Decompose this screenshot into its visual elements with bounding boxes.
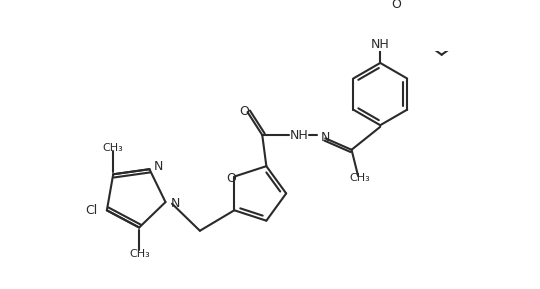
Text: CH₃: CH₃ — [103, 143, 124, 153]
Text: O: O — [226, 173, 236, 186]
Text: Cl: Cl — [85, 204, 97, 217]
Text: N: N — [153, 160, 163, 173]
Text: N: N — [321, 131, 330, 144]
Text: O: O — [392, 0, 402, 11]
Text: CH₃: CH₃ — [349, 173, 370, 183]
Text: N: N — [171, 197, 180, 210]
Text: NH: NH — [371, 38, 389, 51]
Text: NH: NH — [290, 129, 308, 142]
Text: O: O — [239, 105, 249, 118]
Text: CH₃: CH₃ — [130, 249, 150, 259]
